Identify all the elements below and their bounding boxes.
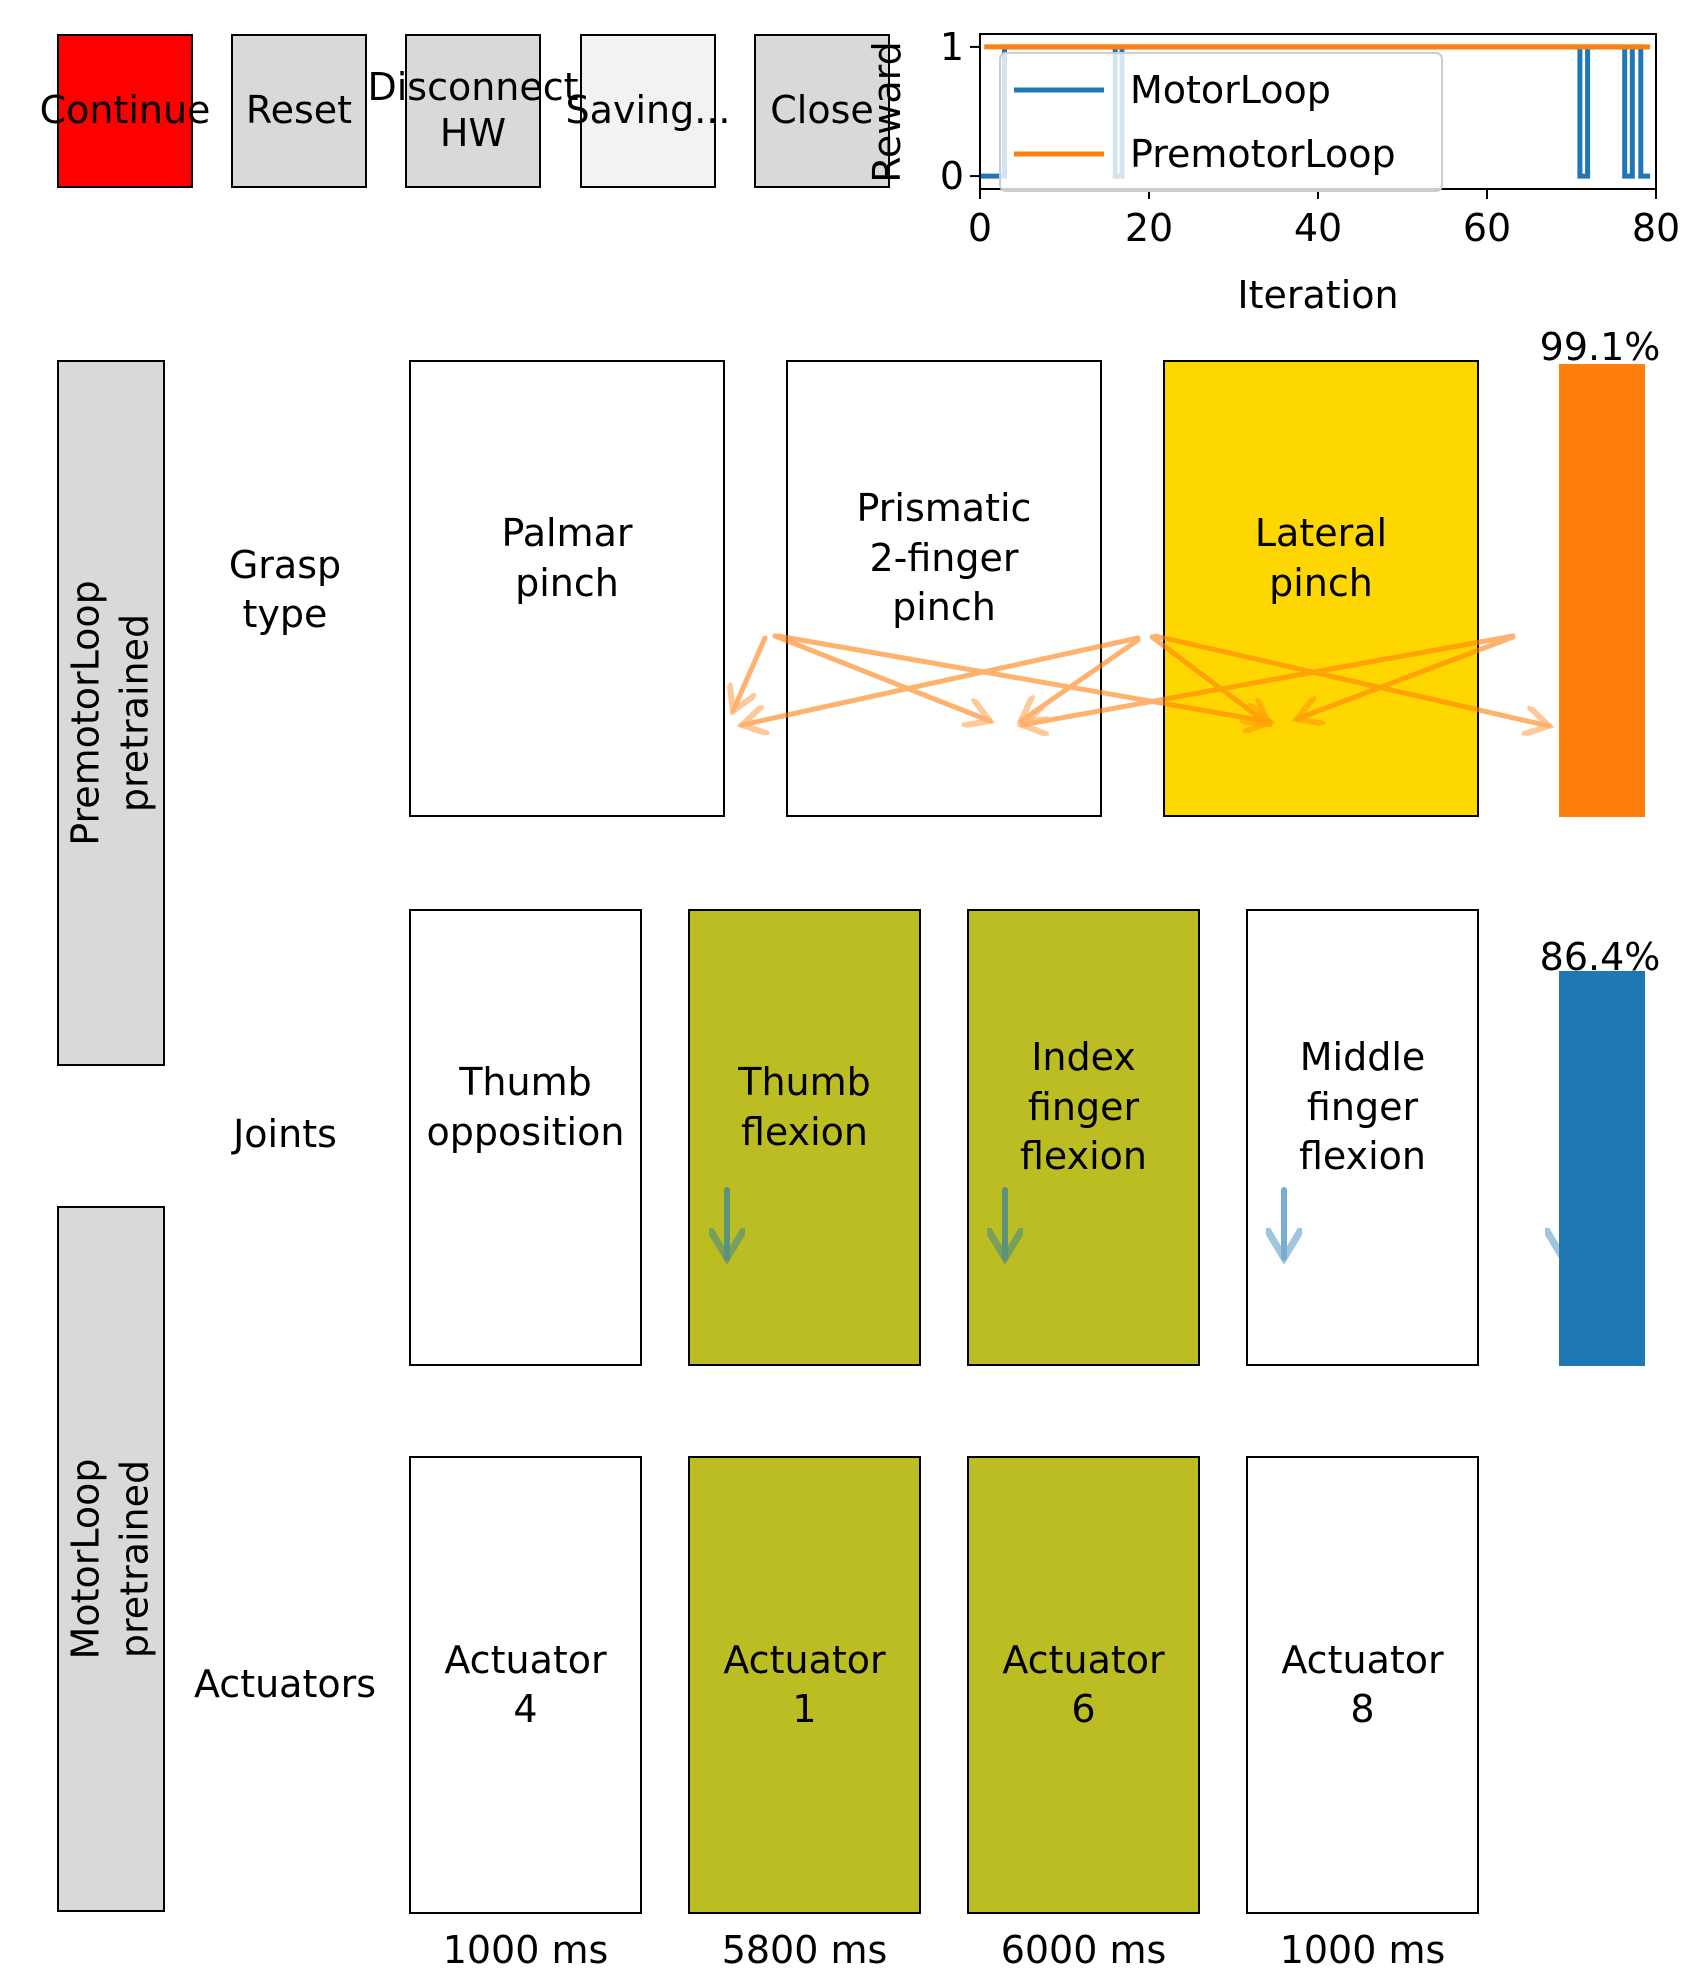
grasp-type-row-label: Grasp type <box>228 542 342 636</box>
premotor-confidence-label: 99.1% <box>1539 325 1661 369</box>
chart-ylabel: Reward <box>865 41 909 183</box>
reset-button[interactable]: Reset <box>231 34 367 188</box>
disconnect-hw-button[interactable]: Disconnect HW <box>367 34 579 188</box>
x-tick-label: 0 <box>968 206 992 250</box>
disconnect-hw-button-label: Disconnect HW <box>367 65 579 155</box>
actuators-row-label: Actuators <box>193 1662 377 1707</box>
reset-button-label: Reset <box>245 88 353 133</box>
chart-legend-box <box>999 52 1443 192</box>
actuator-1-duration: 5800 ms <box>721 1928 888 1972</box>
arrow-palmar-to-thumb-opposition <box>733 635 768 711</box>
joints-row-label: Joints <box>233 1112 337 1157</box>
actuator-6[interactable]: Actuator 6 <box>967 1456 1200 1914</box>
x-tick-label: 60 <box>1463 206 1511 250</box>
actuator-1[interactable]: Actuator 1 <box>688 1456 921 1914</box>
actuator-8-duration: 1000 ms <box>1279 1928 1446 1972</box>
actuator-6-duration: 6000 ms <box>1000 1928 1167 1972</box>
y-tick-label: 0 <box>940 154 964 198</box>
grasp-type-prismatic-2-finger-pinch[interactable]: Prismatic 2-finger pinch <box>786 360 1102 817</box>
joint-thumb-opposition[interactable]: Thumb opposition <box>409 909 642 1366</box>
x-tick-label: 20 <box>1125 206 1173 250</box>
close-button[interactable]: Close <box>754 34 890 188</box>
saving-button-label: Saving... <box>565 88 731 133</box>
premotorloop-panel-label: PremotorLoop pretrained <box>63 580 157 846</box>
joint-index-finger-flexion[interactable]: Index finger flexion <box>967 909 1200 1366</box>
legend-label-motorloop: MotorLoop <box>1130 68 1331 112</box>
reward-chart: 0 20 40 60 80 0 1 MotorLoop PremotorLoop Iterat… <box>865 25 1680 317</box>
y-tick-label: 1 <box>940 25 964 69</box>
premotorloop-panel: PremotorLoop pretrained <box>57 360 165 1066</box>
premotor-confidence-bar <box>1559 364 1645 817</box>
continue-button[interactable]: Continue <box>40 34 210 188</box>
motor-confidence-bar <box>1559 971 1645 1366</box>
grasp-type-palmar-pinch[interactable]: Palmar pinch <box>409 360 725 817</box>
actuator-8[interactable]: Actuator 8 <box>1246 1456 1479 1914</box>
close-button-label: Close <box>770 88 874 133</box>
joint-middle-finger-flexion[interactable]: Middle finger flexion <box>1246 909 1479 1366</box>
actuator-4-duration: 1000 ms <box>442 1928 609 1972</box>
grasp-type-lateral-pinch[interactable]: Lateral pinch <box>1163 360 1479 817</box>
saving-button[interactable]: Saving... <box>566 34 730 188</box>
chart-xlabel: Iteration <box>1237 273 1398 317</box>
joint-thumb-flexion[interactable]: Thumb flexion <box>688 909 921 1366</box>
legend-label-premotorloop: PremotorLoop <box>1130 132 1396 176</box>
continue-button-label: Continue <box>39 88 211 133</box>
x-tick-label: 40 <box>1294 206 1342 250</box>
x-tick-label: 80 <box>1632 206 1680 250</box>
actuator-4[interactable]: Actuator 4 <box>409 1456 642 1914</box>
motorloop-panel-label: MotorLoop pretrained <box>63 1458 157 1660</box>
motorloop-panel: MotorLoop pretrained <box>57 1206 165 1912</box>
